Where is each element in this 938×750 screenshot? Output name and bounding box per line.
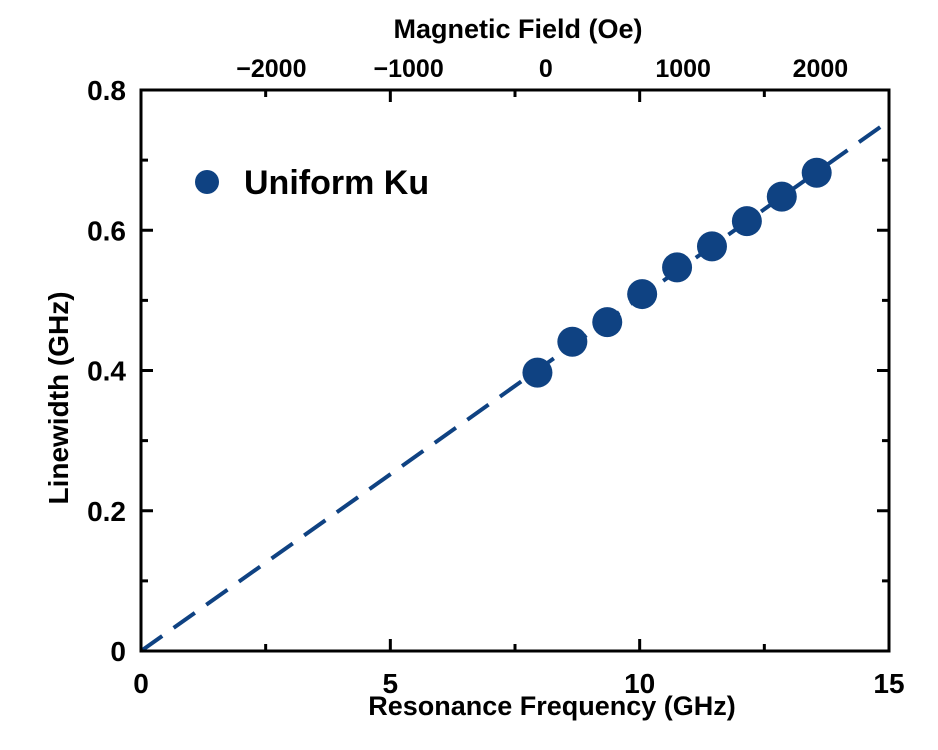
ticks-layer: 0 5 10 15 −2000 −1000 0 1000 2000 0 0.2 0.4 0.6 0.8 — [87, 55, 905, 699]
x-axis-label: Resonance Frequency (GHz) — [368, 691, 736, 721]
fit-line-layer — [139, 119, 891, 653]
data-point — [557, 326, 588, 357]
x-tick-label: 0 — [133, 668, 149, 699]
legend-label: Uniform Ku — [244, 164, 429, 202]
x-tick-label: 10 — [624, 668, 655, 699]
top-tick-label: 2000 — [793, 55, 849, 83]
data-point — [696, 231, 727, 262]
y-tick-label: 0.6 — [87, 215, 126, 246]
y-tick-label: 0 — [110, 636, 126, 667]
data-point — [662, 252, 693, 283]
x-tick-label: 15 — [873, 668, 904, 699]
top-tick-label: −1000 — [374, 55, 444, 83]
data-points-layer — [522, 157, 832, 388]
y-tick-label: 0.8 — [87, 75, 126, 106]
top-tick-label: 0 — [539, 55, 553, 83]
x-tick-label: 5 — [383, 668, 399, 699]
data-point — [731, 206, 762, 237]
top-tick-label: −2000 — [236, 55, 306, 83]
data-point — [766, 181, 797, 212]
legend: Uniform Ku — [195, 164, 429, 202]
data-point — [627, 279, 658, 310]
y-axis-label: Linewidth (GHz) — [43, 291, 74, 504]
top-x-axis-label: Magnetic Field (Oe) — [393, 14, 642, 44]
y-tick-label: 0.4 — [87, 356, 126, 387]
y-tick-label: 0.2 — [87, 496, 126, 527]
data-point — [801, 157, 832, 188]
data-point — [522, 357, 553, 388]
data-point — [592, 307, 623, 338]
legend-marker — [195, 170, 219, 194]
fit-line — [139, 119, 891, 653]
top-tick-label: 1000 — [655, 55, 711, 83]
